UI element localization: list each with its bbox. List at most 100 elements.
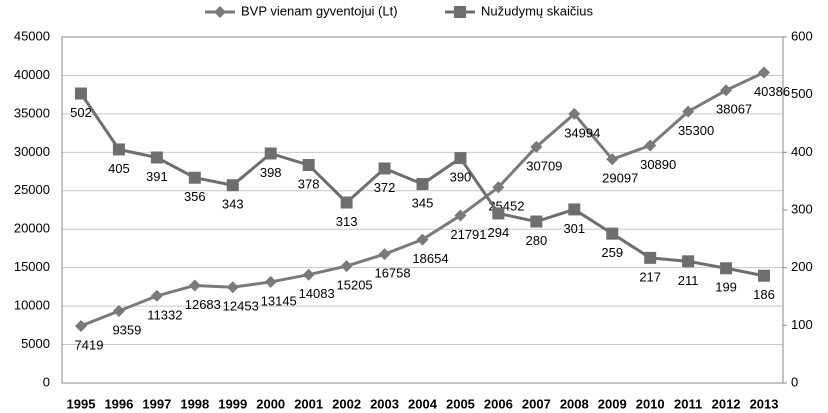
data-label: 16758: [374, 266, 410, 281]
x-tick-label: 2010: [636, 396, 665, 411]
x-tick-label: 2011: [674, 396, 702, 411]
y-tick-label: 35000: [14, 105, 50, 120]
data-label: 7419: [75, 337, 104, 352]
y-tick-label: 45000: [14, 28, 50, 43]
x-tick-label: 2004: [408, 396, 438, 411]
data-label: 38067: [716, 102, 752, 117]
data-label: 40386: [754, 84, 790, 99]
x-tick-label: 2013: [750, 396, 779, 411]
point: [644, 251, 657, 264]
point: [530, 140, 543, 153]
point: [264, 275, 277, 288]
data-label: 356: [184, 189, 206, 204]
point: [758, 66, 771, 79]
data-label: 12453: [223, 299, 259, 314]
y-tick-label: 40000: [14, 67, 50, 82]
x-tick-label: 1998: [180, 396, 209, 411]
point: [492, 207, 505, 220]
data-label: 391: [146, 169, 168, 184]
data-label: 35300: [678, 123, 714, 138]
point: [188, 279, 201, 292]
data-label: 199: [715, 280, 737, 295]
x-tick-label: 2007: [522, 396, 551, 411]
data-label: 313: [336, 214, 358, 229]
data-label: 217: [639, 269, 661, 284]
y-tick-label: 30000: [14, 144, 50, 159]
data-label: 259: [601, 245, 623, 260]
data-label: 280: [525, 233, 547, 248]
data-label: 29097: [602, 171, 638, 186]
point: [606, 227, 619, 240]
point: [416, 233, 429, 246]
point: [74, 87, 87, 100]
x-tick-label: 1997: [142, 396, 171, 411]
x-tick-label: 1996: [104, 396, 133, 411]
point: [720, 84, 733, 97]
x-tick-label: 1999: [218, 396, 247, 411]
y2-tick-label: 500: [791, 86, 813, 101]
data-label: 301: [563, 221, 585, 236]
y-tick-label: 15000: [14, 259, 50, 274]
point: [188, 171, 201, 184]
point: [74, 319, 87, 332]
legend-label: Nužudymų skaičius: [481, 3, 593, 18]
x-tick-label: 2000: [256, 396, 285, 411]
y-tick-label: 5000: [21, 336, 50, 351]
point: [644, 139, 657, 152]
x-tick-label: 2008: [560, 396, 589, 411]
point: [492, 181, 505, 194]
point: [150, 289, 163, 302]
legend-marker: [454, 6, 466, 18]
data-label: 345: [412, 195, 434, 210]
x-tick-label: 2003: [370, 396, 399, 411]
data-label: 30709: [526, 158, 562, 173]
point: [530, 215, 543, 228]
point: [606, 153, 619, 166]
point: [378, 248, 391, 261]
x-tick-label: 2012: [712, 396, 741, 411]
data-label: 14083: [299, 286, 335, 301]
x-tick-label: 2006: [484, 396, 513, 411]
point: [454, 152, 467, 165]
point: [264, 147, 277, 160]
point: [568, 107, 581, 120]
x-tick-label: 2001: [294, 396, 323, 411]
point: [112, 143, 125, 156]
data-label: 11332: [147, 307, 182, 322]
legend-marker: [214, 6, 226, 18]
point: [720, 262, 733, 275]
point: [302, 268, 315, 281]
y2-tick-label: 600: [791, 28, 813, 43]
x-tick-label: 2009: [598, 396, 627, 411]
y2-tick-label: 0: [791, 374, 798, 389]
y-tick-label: 0: [43, 374, 50, 389]
point: [340, 260, 353, 273]
point: [226, 179, 239, 192]
data-label: 390: [450, 170, 472, 185]
data-label: 21791: [450, 227, 486, 242]
legend-label: BVP vienam gyventojui (Lt): [241, 3, 398, 18]
data-label: 34994: [564, 125, 600, 140]
x-tick-label: 2005: [446, 396, 475, 411]
point: [682, 105, 695, 118]
data-label: 398: [260, 165, 282, 180]
point: [758, 269, 771, 282]
data-label: 378: [298, 176, 320, 191]
data-label: 211: [678, 273, 699, 288]
data-label: 15205: [337, 278, 373, 293]
point: [682, 255, 695, 268]
y2-tick-label: 100: [791, 317, 813, 332]
y2-tick-label: 400: [791, 144, 813, 159]
point: [302, 159, 315, 172]
point: [112, 305, 125, 318]
point: [454, 209, 467, 222]
point: [378, 162, 391, 175]
data-label: 186: [753, 287, 775, 302]
data-label: 405: [108, 161, 130, 176]
data-label: 502: [70, 105, 92, 120]
data-label: 9359: [112, 322, 141, 337]
x-tick-label: 2002: [332, 396, 361, 411]
plot-frame: [61, 36, 784, 384]
data-label: 13145: [261, 293, 297, 308]
